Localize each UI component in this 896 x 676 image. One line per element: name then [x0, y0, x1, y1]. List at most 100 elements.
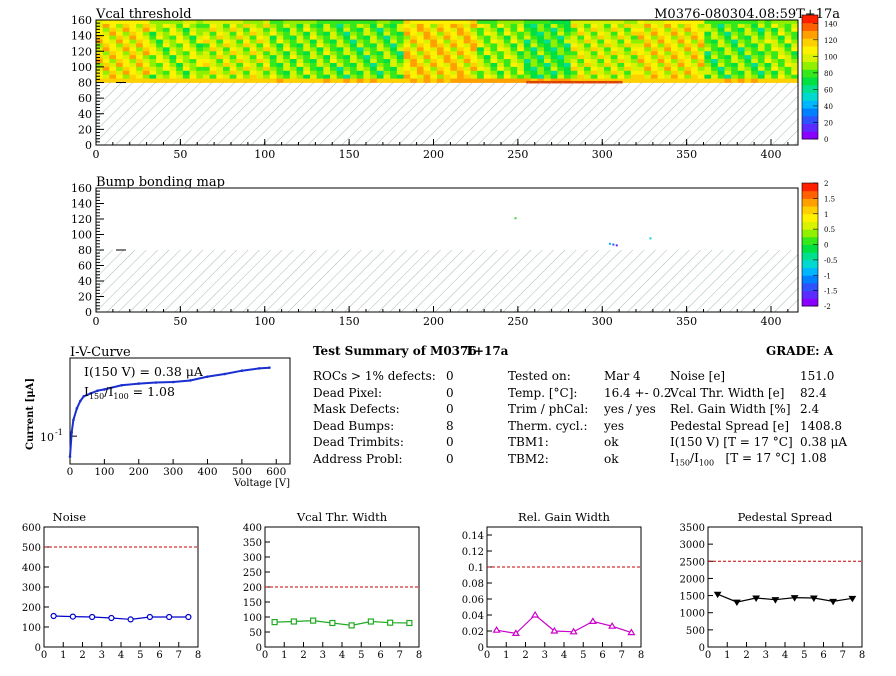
threshold-cell [764, 70, 772, 76]
threshold-cell [644, 39, 652, 44]
iv-x-tick-label: 200 [129, 466, 149, 478]
threshold-cell [664, 43, 672, 48]
threshold-cell [523, 55, 531, 60]
threshold-cell [296, 62, 304, 68]
threshold-cell [182, 66, 190, 72]
threshold-cell [584, 74, 592, 79]
threshold-cell [463, 35, 471, 40]
threshold-cell [96, 59, 104, 64]
threshold-cell [176, 62, 184, 68]
colorbar-segment [802, 259, 818, 269]
threshold-cell [470, 74, 478, 79]
colorbar-tick-label: -0.5 [824, 257, 838, 265]
threshold-cell [363, 51, 371, 56]
small-point [511, 629, 520, 636]
threshold-cell [216, 23, 224, 29]
threshold-cell [416, 35, 424, 40]
colorbar-segment [802, 123, 818, 132]
threshold-cell [229, 39, 237, 44]
threshold-cell [791, 47, 799, 52]
threshold-cell [637, 51, 645, 56]
threshold-cell [751, 27, 759, 33]
threshold-cell [303, 47, 311, 52]
threshold-cell [677, 23, 685, 29]
threshold-cell [343, 47, 351, 52]
threshold-cell [557, 74, 565, 79]
threshold-cell [136, 23, 144, 29]
threshold-cell [450, 47, 458, 52]
threshold-cell [604, 62, 612, 68]
threshold-cell [296, 20, 304, 25]
threshold-cell [229, 70, 237, 76]
threshold-cell [463, 27, 471, 33]
threshold-cell [223, 59, 231, 64]
threshold-cell [457, 70, 465, 76]
threshold-cell [490, 55, 498, 60]
threshold-cell [550, 39, 558, 44]
threshold-cell [323, 27, 331, 33]
threshold-cell [136, 62, 144, 68]
threshold-cell [530, 51, 538, 56]
threshold-cell [523, 51, 531, 56]
threshold-cell [156, 70, 164, 76]
threshold-cell [457, 47, 465, 52]
threshold-cell [202, 78, 211, 83]
small-x-tick-label: 4 [339, 650, 345, 661]
threshold-cell [610, 23, 618, 29]
threshold-cell [550, 27, 558, 33]
colorbar-segment [802, 53, 818, 62]
small-y-tick-label: 400 [243, 523, 262, 534]
threshold-cell [584, 47, 592, 52]
threshold-cell [403, 47, 411, 52]
threshold-cell [129, 20, 137, 25]
threshold-cell [236, 62, 244, 68]
small-series-line [53, 615, 189, 621]
threshold-cell [390, 20, 398, 25]
threshold-cell [457, 66, 465, 72]
threshold-cell [196, 47, 204, 52]
threshold-cell [784, 59, 792, 64]
threshold-cell [557, 70, 565, 76]
threshold-cell [109, 20, 117, 25]
threshold-cell [724, 59, 732, 64]
threshold-cell [677, 31, 685, 37]
threshold-cell [457, 31, 465, 37]
threshold-cell [376, 55, 384, 60]
threshold-cell [784, 74, 792, 79]
threshold-cell [396, 55, 404, 60]
threshold-cell [577, 74, 585, 79]
threshold-cell [751, 20, 759, 25]
threshold-cell [630, 51, 638, 56]
threshold-cell [350, 62, 358, 68]
threshold-cell [350, 70, 358, 76]
threshold-cell [330, 59, 338, 64]
threshold-cell [777, 27, 786, 33]
small-y-tick-label: 600 [22, 523, 41, 534]
threshold-cell [243, 35, 251, 40]
small-y-tick-label: 0 [35, 643, 41, 654]
threshold-cell [490, 66, 498, 72]
threshold-cell [597, 70, 605, 76]
iv-point [206, 375, 209, 378]
threshold-cell [757, 43, 765, 48]
threshold-cell [370, 66, 378, 72]
threshold-cell [263, 51, 271, 56]
threshold-cell [617, 31, 625, 37]
threshold-cell [564, 39, 572, 44]
threshold-cell [757, 78, 765, 83]
threshold-cell [691, 78, 699, 83]
threshold-cell [537, 23, 545, 29]
threshold-cell [711, 78, 719, 83]
threshold-cell [784, 39, 792, 44]
threshold-cell [711, 43, 719, 48]
small-point [492, 626, 501, 633]
threshold-cell [731, 62, 739, 68]
threshold-cell [584, 31, 592, 37]
threshold-cell [657, 20, 665, 25]
threshold-cell [644, 70, 652, 76]
threshold-cell [470, 43, 478, 48]
threshold-cell [584, 27, 592, 33]
colorbar-tick-label: 40 [824, 103, 833, 111]
vcal-threshold-cells [96, 20, 799, 84]
